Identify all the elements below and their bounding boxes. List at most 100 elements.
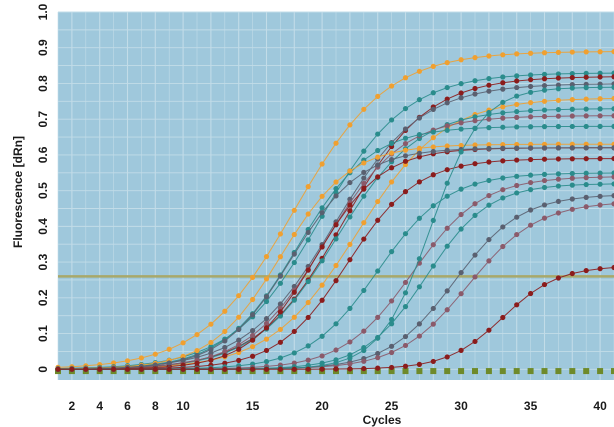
data-point [555,176,562,182]
y-tick-label: 0 [36,366,50,373]
data-point [597,145,603,151]
data-point [277,355,283,361]
data-point [430,135,436,141]
data-point [222,366,228,372]
data-point [402,158,409,164]
y-tick-label: 0.7 [36,111,50,128]
amplification-curve-9 [55,141,614,372]
data-point [541,71,548,77]
data-point [583,113,589,119]
data-point [597,84,603,90]
data-point [69,366,75,372]
data-point [569,156,575,162]
y-tick-label: 1.0 [36,3,50,20]
data-point [263,325,270,331]
data-point [333,140,339,146]
data-point [138,366,144,372]
data-point [528,145,534,151]
data-point [277,339,283,345]
data-point [514,84,520,91]
data-point [583,194,589,200]
data-point [597,113,603,119]
data-point [263,320,270,327]
baseline-marker [458,368,465,375]
data-point [500,110,506,116]
data-point [250,344,256,350]
data-point [528,124,534,130]
data-point [569,182,575,188]
data-point [458,269,464,276]
data-point [319,205,325,211]
data-point [402,75,409,81]
data-point [375,350,381,357]
baseline-marker [430,368,437,375]
x-axis-title: Cycles [363,413,402,427]
data-point [486,236,492,243]
amplification-curve-19 [55,264,614,372]
data-point [347,208,353,214]
y-tick-label: 0.9 [36,39,50,56]
data-point [319,161,325,167]
data-point [458,90,464,96]
data-point [208,321,214,327]
data-point [333,222,339,228]
data-point [541,107,548,113]
data-point [319,333,325,339]
data-point [402,140,409,147]
data-point [486,82,492,88]
data-point [569,145,575,151]
data-point [555,86,562,92]
baseline-marker [583,368,590,375]
data-point [430,106,436,113]
data-point [458,186,464,192]
data-point [444,123,450,129]
data-point [430,172,436,178]
data-point [611,201,614,207]
data-point [444,167,450,173]
data-point [250,366,256,372]
data-point [514,302,520,308]
data-point [416,321,422,327]
data-point [402,363,409,369]
data-point [458,291,464,297]
data-point [319,193,325,199]
data-point [597,74,603,80]
data-point [472,252,478,258]
data-point [569,175,575,181]
data-point [541,124,548,130]
data-point [444,147,450,153]
data-point [583,175,589,181]
data-point [347,241,353,247]
data-point [263,358,270,365]
data-point [514,157,520,163]
data-point [472,338,478,345]
data-point [597,49,603,55]
data-point [305,299,311,306]
data-point [514,93,520,99]
data-point [389,321,395,327]
data-point [444,354,450,360]
data-point [583,49,589,55]
data-point [402,304,409,310]
data-point [611,106,614,112]
data-point [555,145,562,151]
data-point [347,355,353,361]
data-point [528,89,534,95]
data-point [277,366,283,372]
data-point [458,57,464,63]
data-point [416,145,422,151]
data-point [458,211,464,218]
data-point [486,145,492,152]
data-point [583,85,589,91]
data-point [333,179,339,185]
data-point [528,156,534,163]
data-point [458,142,464,149]
data-point [291,207,297,213]
data-point [347,366,353,372]
data-point [347,339,353,345]
data-point [416,361,422,367]
data-point [569,206,575,212]
y-tick-label: 0.5 [36,182,50,199]
data-point [375,162,381,168]
data-point [472,55,478,61]
